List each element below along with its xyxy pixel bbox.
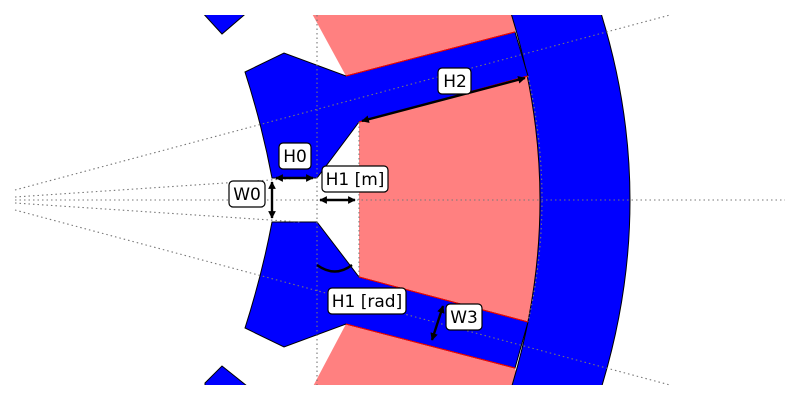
label-w0-text: W0	[233, 185, 261, 205]
label-w3: W3	[445, 303, 483, 331]
h1-rad-angle-arc	[316, 264, 353, 273]
label-h1-rad-text: H1 [rad]	[332, 292, 402, 312]
label-h1-rad: H1 [rad]	[327, 287, 407, 315]
label-h1-m-box	[321, 165, 389, 193]
label-h1-m: H1 [m]	[321, 165, 389, 193]
dimension-arrows	[268, 76, 526, 341]
winding-area-upper	[312, 15, 519, 76]
winding-area-lower	[313, 324, 519, 385]
guide-arc-slot-bottom	[527, 75, 543, 323]
neighbor-tooth-top	[203, 15, 245, 35]
label-h2-box	[437, 67, 472, 95]
winding-edge-lower-inner	[358, 276, 529, 323]
neighbor-tooth-bottom	[204, 365, 247, 385]
winding-edge-lower	[345, 323, 516, 369]
guide-ray-upper	[14, 14, 671, 191]
winding-area-middle	[359, 76, 542, 322]
label-h0: H0	[278, 142, 312, 170]
label-h0-text: H0	[283, 147, 307, 167]
h2-arrow	[361, 76, 526, 123]
label-h2-text: H2	[443, 72, 467, 92]
label-h2: H2	[437, 67, 472, 95]
label-h1-m-text: H1 [m]	[326, 170, 385, 190]
label-h1-rad-box	[327, 287, 407, 315]
winding-edge-upper	[345, 31, 516, 77]
label-w3-box	[445, 303, 483, 331]
label-w0: W0	[228, 180, 266, 208]
label-h0-box	[278, 142, 312, 170]
label-w3-text: W3	[450, 308, 478, 328]
w3-arrow	[430, 305, 445, 341]
label-w0-box	[228, 180, 266, 208]
stator-yoke	[510, 15, 631, 385]
